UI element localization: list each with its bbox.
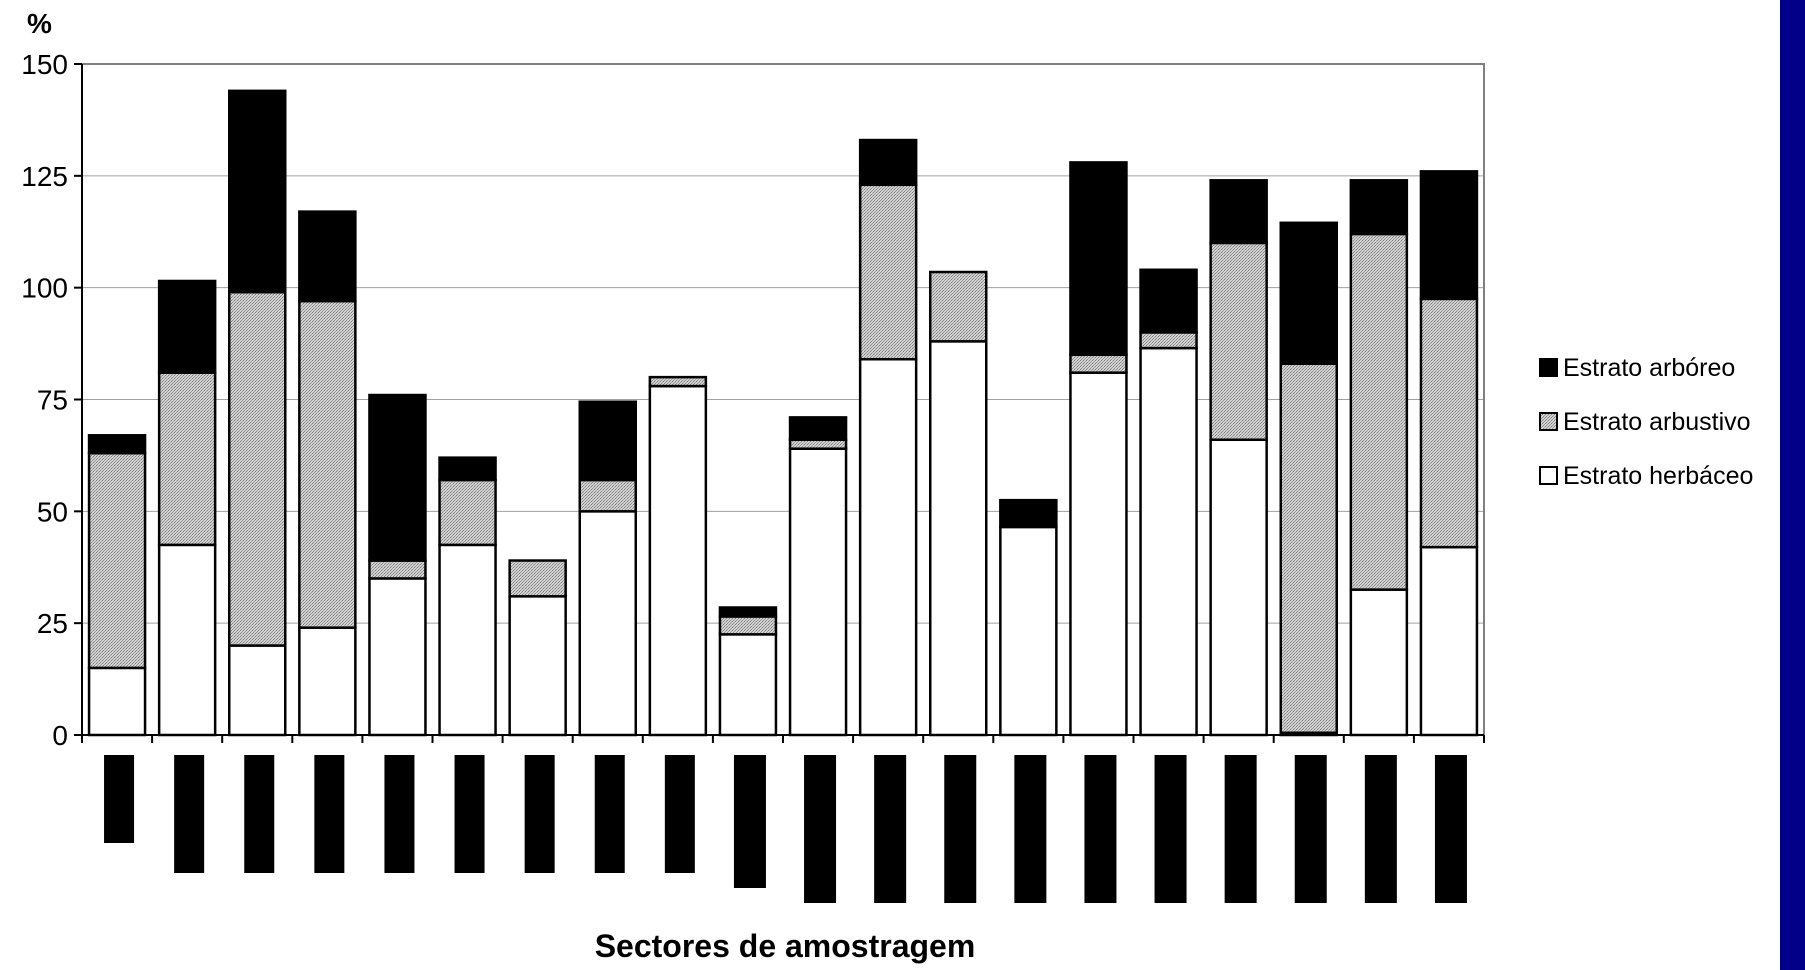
redacted-category-label xyxy=(594,755,625,873)
bar-segment xyxy=(1069,353,1128,374)
y-axis: 0 25 50 75 100 125 150 xyxy=(21,49,83,751)
redacted-category-label xyxy=(454,755,485,873)
bar-segment xyxy=(578,510,637,737)
bar-segment xyxy=(228,644,287,737)
bar-segment xyxy=(1419,297,1479,549)
bar-segment xyxy=(438,543,497,737)
redacted-category-label xyxy=(944,755,977,903)
redacted-category-label xyxy=(384,755,415,873)
bar-segment xyxy=(858,138,918,187)
legend: Estrato arbóreo Estrato arbustivo Estrato … xyxy=(1539,354,1753,490)
legend-swatch xyxy=(1539,466,1558,485)
bar-segment xyxy=(1139,268,1198,334)
bar-segment xyxy=(87,451,147,670)
redacted-category-label xyxy=(524,755,555,873)
y-tick-label: 100 xyxy=(21,273,68,304)
redacted-category-label xyxy=(174,755,205,873)
bar-segment xyxy=(1349,232,1409,591)
category-labels-redacted xyxy=(104,755,1467,903)
y-tick-label: 150 xyxy=(21,49,68,80)
gridlines xyxy=(82,63,1484,624)
bar-segment xyxy=(1279,221,1338,365)
redacted-category-label xyxy=(1364,755,1397,903)
y-tick-label: 0 xyxy=(52,720,68,751)
bar-segment xyxy=(1139,346,1198,737)
bar-segment xyxy=(228,89,287,294)
bar-segment xyxy=(929,270,988,343)
redacted-category-label xyxy=(1224,755,1257,903)
bar-segment xyxy=(929,340,988,737)
bar-segment xyxy=(788,416,848,442)
bar-segment xyxy=(1419,170,1479,301)
bar-segment xyxy=(298,299,357,629)
y-tick-label: 50 xyxy=(37,496,68,527)
bar-segment xyxy=(438,456,497,482)
redacted-category-label xyxy=(1434,755,1467,903)
bar-segment xyxy=(788,447,848,737)
bar-segment xyxy=(1279,362,1338,735)
bar-segment xyxy=(157,279,217,374)
bar-segment xyxy=(999,498,1058,529)
legend-swatch xyxy=(1539,358,1558,377)
bar-segment xyxy=(718,606,778,618)
y-tick-label: 25 xyxy=(37,608,68,639)
bar-segment xyxy=(368,393,427,562)
bar-segment xyxy=(578,478,637,513)
x-axis xyxy=(81,734,1485,743)
bar-segment xyxy=(368,559,427,580)
bar-segment xyxy=(157,543,217,737)
bar-segment xyxy=(858,357,918,737)
bar-segment xyxy=(648,384,708,737)
bar-segment xyxy=(1209,241,1268,442)
bar-segment xyxy=(228,290,287,647)
bar-segment xyxy=(1209,179,1268,245)
bar-segment xyxy=(1139,331,1198,350)
slide-edge-bar xyxy=(1780,0,1805,970)
bar-segment xyxy=(87,666,147,737)
bar-segment xyxy=(1419,545,1479,737)
redacted-category-label xyxy=(874,755,907,903)
bar-segment xyxy=(438,478,497,547)
redacted-category-label xyxy=(1084,755,1117,903)
redacted-category-label xyxy=(1294,755,1327,903)
bar-segment xyxy=(1209,438,1268,737)
redacted-category-label xyxy=(1014,755,1047,903)
redacted-category-label xyxy=(314,755,345,873)
y-tick-label: 125 xyxy=(21,161,68,192)
bar-segment xyxy=(1069,161,1128,357)
redacted-category-label xyxy=(104,755,135,843)
legend-label: Estrato herbáceo xyxy=(1563,462,1753,490)
bar-segment xyxy=(788,438,848,450)
bar-segment xyxy=(157,371,217,547)
bars xyxy=(87,89,1479,737)
bar-segment xyxy=(718,633,778,737)
bar-segment xyxy=(508,595,567,737)
bar-segment xyxy=(368,577,427,737)
legend-label: Estrato arbóreo xyxy=(1563,354,1735,382)
bar-segment xyxy=(1349,179,1409,236)
bar-segment xyxy=(87,434,147,455)
bar-segment xyxy=(298,626,357,737)
bar-segment xyxy=(508,559,567,598)
y-tick-label: 75 xyxy=(37,385,68,416)
legend-swatch xyxy=(1539,412,1558,431)
redacted-category-label xyxy=(1154,755,1187,903)
bar-segment xyxy=(858,183,918,361)
redacted-category-label xyxy=(664,755,695,873)
bar-segment xyxy=(999,525,1058,737)
legend-label: Estrato arbustivo xyxy=(1563,408,1751,436)
bar-segment xyxy=(718,615,778,636)
redacted-category-label xyxy=(244,755,275,873)
bar-segment xyxy=(1069,371,1128,737)
bar-segment xyxy=(298,210,357,303)
y-axis-label: % xyxy=(27,8,52,39)
redacted-category-label xyxy=(804,755,837,903)
redacted-category-label xyxy=(733,755,766,888)
bar-segment xyxy=(1349,588,1409,737)
bar-segment xyxy=(578,400,637,482)
x-axis-label: Sectores de amostragem xyxy=(595,928,976,964)
bar-segment xyxy=(648,375,708,388)
